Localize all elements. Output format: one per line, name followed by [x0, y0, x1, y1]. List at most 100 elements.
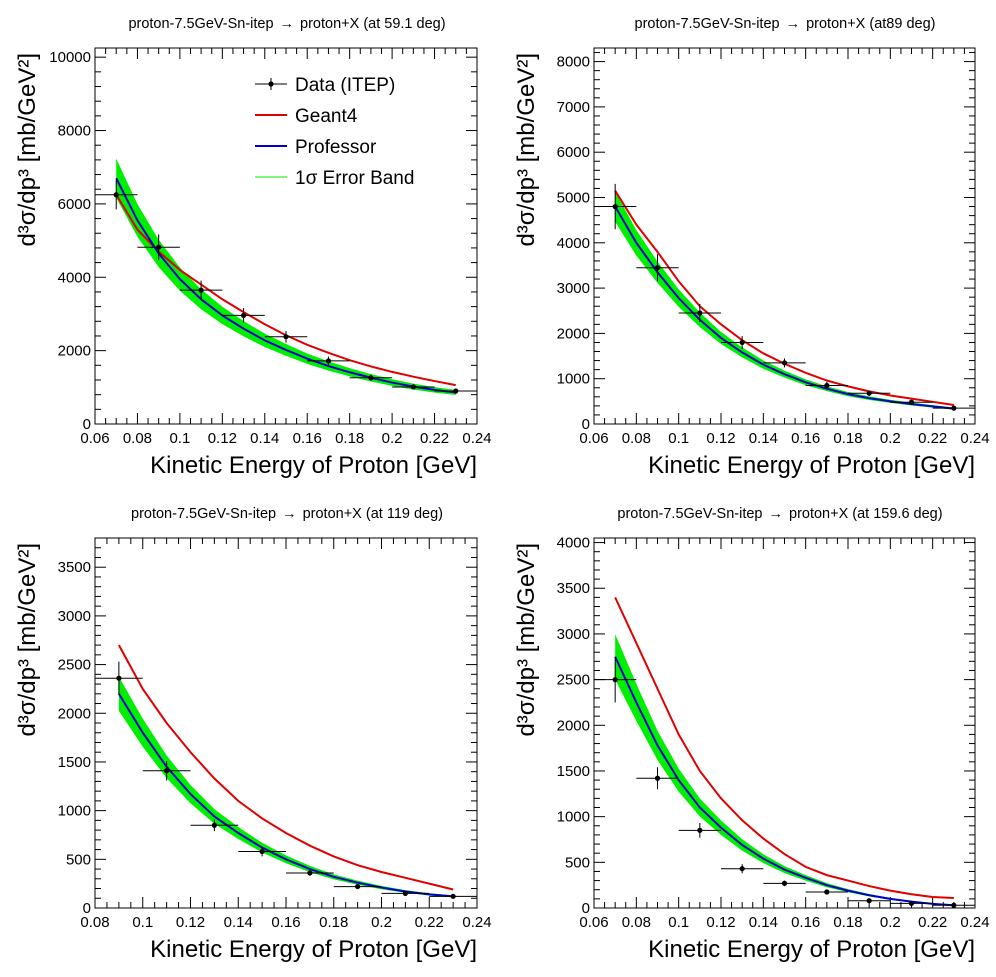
data-point: [381, 890, 430, 896]
data-point: [721, 864, 764, 874]
data-point: [392, 384, 435, 390]
data-point: [333, 883, 382, 890]
data-point: [349, 374, 393, 382]
data-point: [238, 846, 286, 857]
y-tick-label: 3500: [557, 580, 590, 597]
y-axis-label: d³σ/dp³ [mb/GeV²]: [513, 543, 540, 737]
x-tick-label: 0.16: [293, 430, 322, 447]
legend-label: Geant4: [295, 106, 358, 127]
y-tick-label: 8000: [58, 123, 91, 140]
chart-panel-2: proton-7.5GeV-Sn-itep → proton+X (at89 deg…: [513, 16, 990, 479]
x-tick-label: 0.1: [668, 430, 689, 447]
legend-item-data: Data (ITEP): [255, 75, 395, 96]
y-tick-label: 2000: [58, 705, 91, 722]
x-tick-label: 0.24: [462, 430, 491, 447]
data-point: [264, 330, 308, 343]
legend-item-professor: Professor: [255, 137, 377, 158]
data-point: [636, 254, 679, 282]
data-point: [932, 405, 975, 411]
y-tick-label: 3000: [557, 626, 590, 643]
chart-title: proton-7.5GeV-Sn-itep → proton+X (at 159.6…: [617, 506, 942, 522]
y-tick-label: 6000: [557, 144, 590, 161]
professor-line: [115, 177, 456, 394]
y-tick-label: 0: [582, 900, 590, 917]
data-point: [95, 180, 138, 210]
y-tick-label: 0: [83, 900, 91, 917]
y-tick-label: 4000: [557, 535, 590, 552]
y-tick-label: 500: [66, 851, 91, 868]
y-tick-label: 10000: [49, 49, 91, 66]
y-axis-label: d³σ/dp³ [mb/GeV²]: [513, 53, 540, 247]
x-axis-label: Kinetic Energy of Proton [GeV]: [648, 452, 975, 479]
y-tick-label: 1500: [557, 763, 590, 780]
legend-label: 1σ Error Band: [295, 168, 414, 189]
error-band: [615, 191, 954, 410]
x-tick-label: 0.24: [960, 914, 989, 931]
y-tick-label: 1000: [557, 371, 590, 388]
x-tick-label: 0.08: [123, 430, 152, 447]
x-axis-label: Kinetic Energy of Proton [GeV]: [150, 452, 477, 479]
y-tick-label: 3000: [58, 608, 91, 625]
y-tick-label: 6000: [58, 196, 91, 213]
y-tick-label: 2000: [58, 343, 91, 360]
x-tick-label: 0.2: [880, 914, 901, 931]
y-tick-label: 2500: [557, 672, 590, 689]
x-tick-label: 0.2: [880, 430, 901, 447]
data-point: [142, 760, 191, 781]
data-point: [678, 823, 721, 838]
data-point: [190, 819, 239, 832]
x-tick-label: 0.06: [579, 914, 608, 931]
y-tick-label: 1000: [557, 809, 590, 826]
data-point: [137, 234, 180, 261]
y-axis-label: d³σ/dp³ [mb/GeV²]: [14, 53, 41, 247]
x-tick-label: 0.22: [918, 914, 947, 931]
chart-title: proton-7.5GeV-Sn-itep → proton+X (at89 deg…: [635, 16, 936, 32]
data-point: [805, 889, 848, 895]
data-point: [678, 303, 721, 323]
y-tick-label: 500: [565, 854, 590, 871]
y-tick-label: 0: [582, 416, 590, 433]
x-tick-label: 0.24: [462, 914, 491, 931]
professor-line: [614, 656, 954, 907]
data-point: [179, 280, 223, 300]
data-point: [932, 902, 975, 908]
x-tick-label: 0.2: [382, 430, 403, 447]
plot-frame: [593, 537, 976, 909]
x-tick-label: 0.12: [706, 914, 735, 931]
y-axis-label: d³σ/dp³ [mb/GeV²]: [14, 543, 41, 737]
error-band: [116, 158, 456, 395]
x-tick-label: 0.12: [176, 914, 205, 931]
data-point: [286, 870, 334, 876]
error-band: [118, 676, 454, 898]
data-point: [721, 336, 764, 349]
geant4-line: [117, 644, 454, 891]
x-tick-label: 0.14: [224, 914, 253, 931]
y-tick-label: 0: [83, 416, 91, 433]
y-tick-label: 1000: [58, 803, 91, 820]
x-tick-label: 0.08: [622, 914, 651, 931]
x-tick-label: 0.12: [208, 430, 237, 447]
legend: Data (ITEP) Geant4 Professor 1σ Error Band: [255, 75, 414, 189]
plot-frame: [593, 47, 976, 425]
data-point: [890, 900, 933, 907]
x-tick-label: 0.18: [335, 430, 364, 447]
x-tick-label: 0.16: [791, 430, 820, 447]
x-tick-label: 0.16: [791, 914, 820, 931]
y-tick-label: 2000: [557, 325, 590, 342]
data-point: [763, 358, 806, 368]
x-tick-label: 0.08: [622, 430, 651, 447]
data-point: [805, 381, 848, 390]
x-tick-label: 0.18: [319, 914, 348, 931]
data-point: [222, 308, 265, 323]
y-tick-label: 7000: [557, 99, 590, 116]
y-tick-label: 4000: [557, 235, 590, 252]
legend-item-geant4: Geant4: [255, 106, 358, 127]
y-tick-label: 1500: [58, 754, 91, 771]
x-tick-label: 0.14: [250, 430, 279, 447]
x-axis-label: Kinetic Energy of Proton [GeV]: [648, 936, 975, 963]
data-point: [848, 390, 891, 396]
chart-panel-1: proton-7.5GeV-Sn-itep → proton+X (at 59.1 …: [14, 16, 492, 479]
y-tick-label: 2000: [557, 717, 590, 734]
